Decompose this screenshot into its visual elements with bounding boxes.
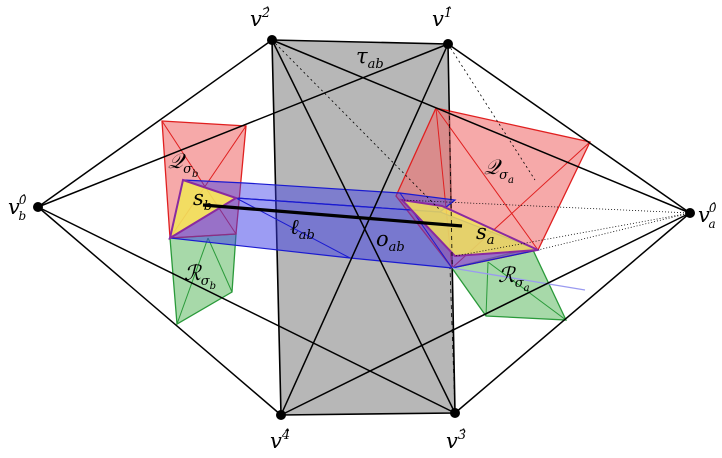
label-tau-ab: τab: [356, 44, 384, 72]
R-sigma-b-edge: [176, 237, 209, 325]
vertex-label-v2: v2̂: [250, 6, 270, 31]
vertex-label-v0b: v0̂ b: [8, 193, 27, 223]
Q-sigma-a-edge: [435, 107, 539, 251]
R-sigma-a-edge: [487, 261, 567, 321]
label-s-b: sb: [193, 186, 212, 214]
label-ell-ab: ℓab: [290, 215, 315, 243]
label-R-sigma-b: ℛσb: [184, 261, 216, 292]
vertex-label-v4: v4̂: [270, 428, 290, 453]
label-R-sigma-a: ℛσa: [498, 263, 530, 294]
label-Q-sigma-b: 𝒬σb: [168, 149, 198, 180]
blue-tube-tail: [451, 267, 586, 291]
label-Q-sigma-a: 𝒬σa: [484, 155, 514, 186]
s-b-triangle: [168, 178, 239, 241]
vertex-label-v3: v3̂: [446, 428, 466, 453]
label-s-a: sa: [476, 220, 495, 248]
hidden-edges: [271, 39, 691, 416]
R-sigma-a-edge: [485, 261, 489, 317]
R-sigma-b-edge: [207, 237, 233, 293]
label-o-ab: oab: [376, 227, 405, 255]
vertex-label-v0a: v0̂ a: [698, 201, 717, 231]
ell-ab-segment: [202, 203, 463, 228]
black-edges: [37, 39, 691, 416]
vertex-label-v1: v1̂: [432, 6, 452, 31]
vertex-dots: [33, 35, 695, 420]
